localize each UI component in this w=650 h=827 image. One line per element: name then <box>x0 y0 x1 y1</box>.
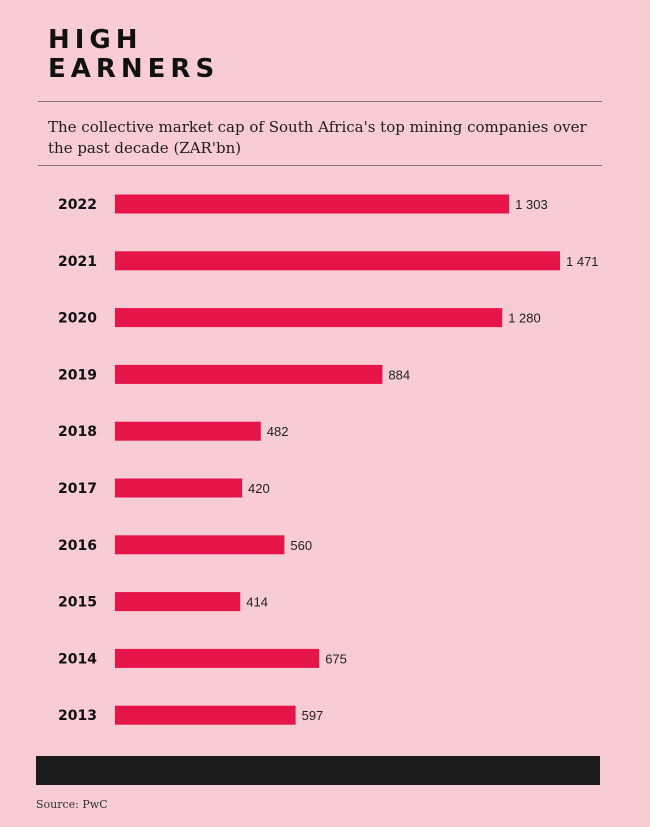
value-label: 560 <box>290 538 312 553</box>
bar-2016 <box>115 535 285 555</box>
bar-chart: 2022 1 303 2021 1 471 2020 1 280 2019 884 2018 48… <box>58 194 599 725</box>
category-label: 2018 <box>58 424 97 440</box>
subtitle-divider <box>38 165 602 166</box>
category-label: 2019 <box>58 367 97 383</box>
category-label: 2022 <box>58 197 97 213</box>
value-label: 675 <box>325 651 347 666</box>
value-label: 597 <box>302 708 324 723</box>
value-label: 1 471 <box>566 254 599 269</box>
category-label: 2017 <box>58 481 97 497</box>
bar-2013 <box>115 705 296 725</box>
bar-2020 <box>115 308 503 328</box>
title-line-1: HIGH <box>48 25 143 55</box>
top-divider <box>38 101 602 102</box>
bar-2019 <box>115 364 383 384</box>
chart-title: HIGH EARNERS <box>48 26 219 84</box>
category-label: 2016 <box>58 538 97 554</box>
source-note: Source: PwC <box>36 798 108 811</box>
bar-2014 <box>115 648 320 668</box>
value-label: 1 280 <box>508 311 541 326</box>
bar-2022 <box>115 194 510 214</box>
value-label: 482 <box>267 424 289 439</box>
category-label: 2013 <box>58 708 97 724</box>
value-label: 884 <box>388 367 410 382</box>
chart-subtitle: The collective market cap of South Afric… <box>48 118 587 157</box>
bar-2015 <box>115 592 241 612</box>
category-label: 2014 <box>58 651 97 667</box>
category-label: 2015 <box>58 595 97 611</box>
category-label: 2021 <box>58 254 97 270</box>
title-line-2: EARNERS <box>48 54 220 84</box>
value-label: 414 <box>246 595 268 610</box>
value-label: 420 <box>248 481 270 496</box>
footer-bar <box>36 756 600 785</box>
bar-2018 <box>115 421 261 441</box>
bar-2017 <box>115 478 243 498</box>
value-label: 1 303 <box>515 197 548 212</box>
bar-2021 <box>115 251 560 271</box>
category-label: 2020 <box>58 311 97 327</box>
